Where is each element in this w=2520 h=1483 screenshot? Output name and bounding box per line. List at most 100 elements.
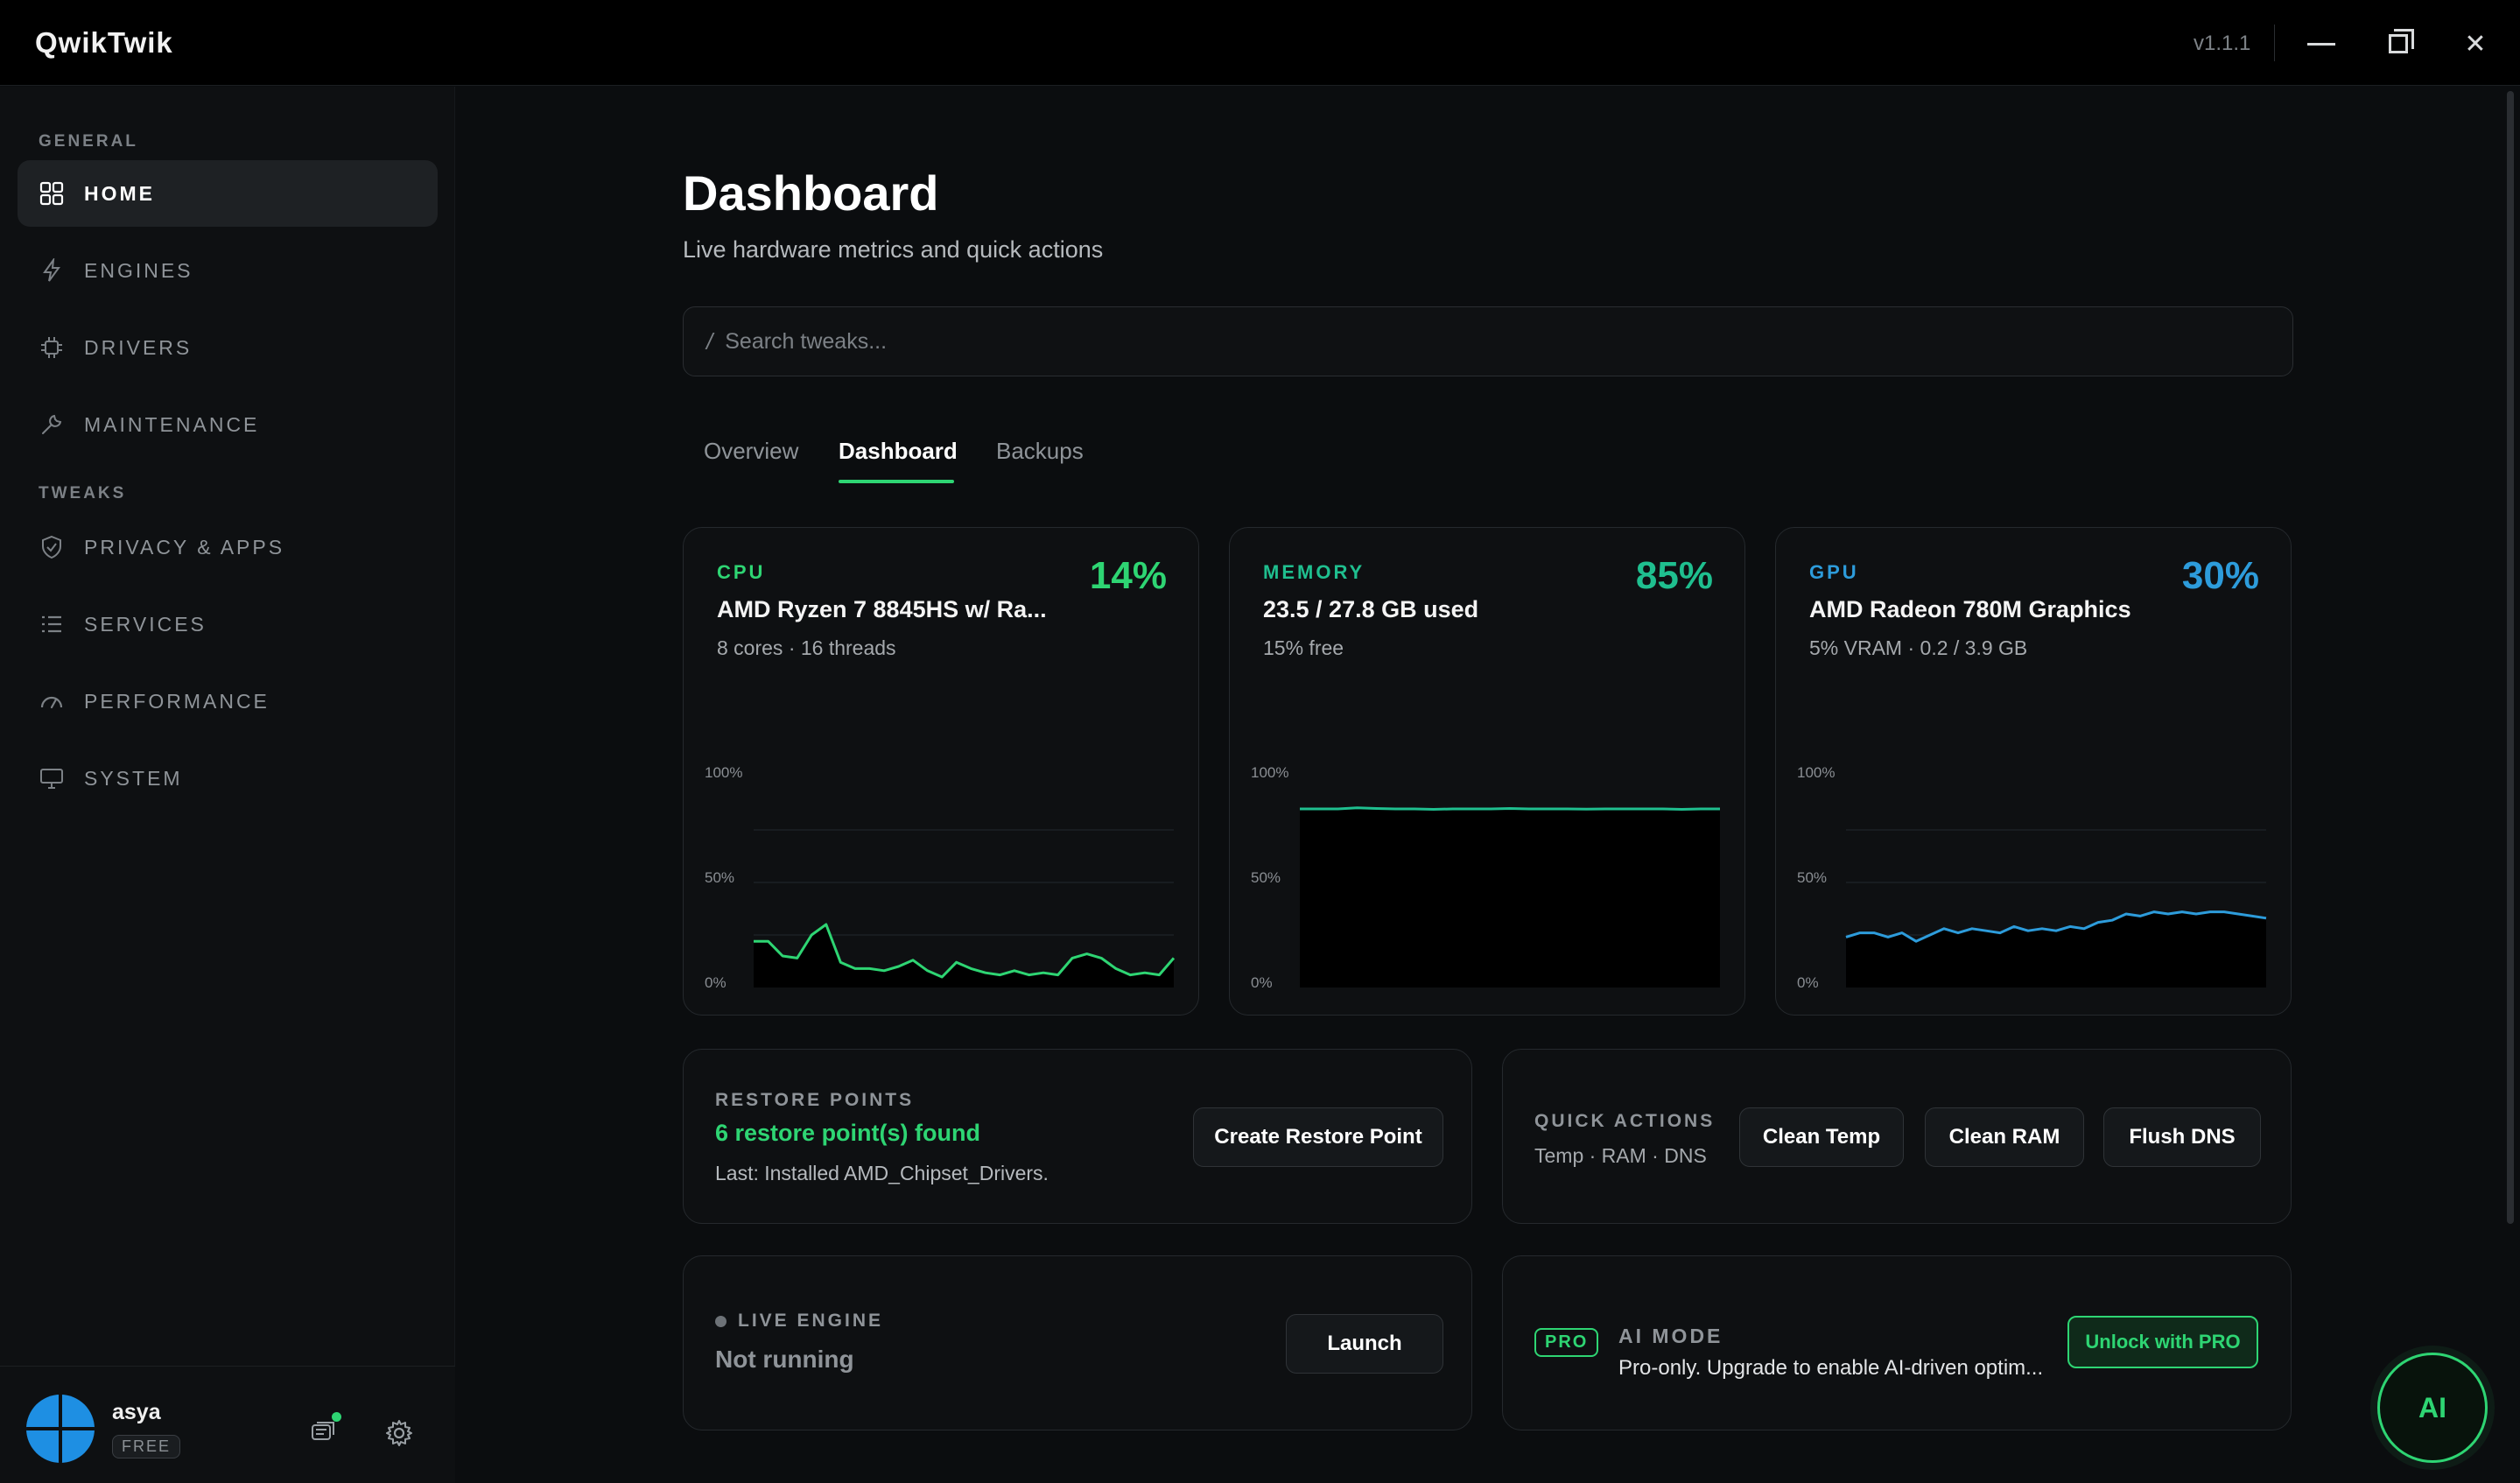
memory-area-fill: [1300, 807, 1720, 987]
sidebar-item-label: ENGINES: [84, 258, 193, 282]
memory-label: MEMORY: [1263, 561, 1365, 583]
sidebar-item-engines[interactable]: ENGINES: [18, 237, 438, 304]
engine-status-dot: [715, 1316, 727, 1327]
unlock-pro-button[interactable]: Unlock with PRO: [2067, 1316, 2258, 1368]
ai-mode-label: AI MODE: [1618, 1325, 1723, 1347]
pro-badge: PRO: [1534, 1328, 1599, 1357]
ai-mode-card: PRO AI MODE Pro-only. Upgrade to enable …: [1502, 1255, 2292, 1430]
sidebar-item-privacy-apps[interactable]: PRIVACY & APPS: [18, 514, 438, 580]
search-box: /: [683, 306, 2293, 376]
cpu-tick-label: 0%: [705, 974, 727, 991]
scrollbar[interactable]: [2507, 91, 2514, 1224]
plan-badge: FREE: [112, 1435, 181, 1458]
list-icon: [39, 611, 65, 637]
settings-button[interactable]: [382, 1416, 417, 1451]
close-icon: ✕: [2464, 29, 2487, 59]
memory-series-line: [1300, 806, 1720, 811]
close-button[interactable]: ✕: [2449, 19, 2502, 68]
ai-assistant-button[interactable]: AI: [2377, 1353, 2488, 1463]
memory-tick-label: 100%: [1251, 764, 1288, 781]
sidebar-item-label: PRIVACY & APPS: [84, 535, 285, 559]
avatar[interactable]: [26, 1395, 95, 1463]
tab-backups[interactable]: Backups: [996, 438, 1084, 464]
memory-tick-label: 0%: [1251, 974, 1273, 991]
cpu-tick-label: 50%: [705, 869, 734, 886]
gpu-name: AMD Radeon 780M Graphics: [1809, 596, 2131, 622]
restore-window-icon: [2389, 29, 2414, 53]
sidebar-item-drivers[interactable]: DRIVERS: [18, 314, 438, 381]
cpu-label: CPU: [717, 561, 766, 583]
user-bar: asya FREE: [0, 1366, 455, 1483]
gpu-area-fill: [1846, 911, 2266, 987]
shield-icon: [39, 534, 65, 560]
page-subtitle: Live hardware metrics and quick actions: [683, 236, 1104, 263]
sidebar-item-label: SERVICES: [84, 612, 207, 636]
cpu-percent: 14%: [1089, 554, 1167, 597]
clean-ram-button[interactable]: Clean RAM: [1925, 1107, 2084, 1167]
quick-actions-sub: Temp · RAM · DNS: [1534, 1144, 1707, 1167]
memory-free: 15% free: [1263, 636, 1344, 659]
gpu-usage-chart: 100% 50% 0%: [1797, 764, 2267, 991]
wrench-icon: [39, 411, 65, 438]
grid-icon: [39, 180, 65, 207]
notification-dot: [332, 1412, 341, 1422]
live-engine-label: LIVE ENGINE: [738, 1311, 884, 1331]
live-engine-card: LIVE ENGINE Not running Launch: [683, 1255, 1472, 1430]
sidebar-item-label: PERFORMANCE: [84, 689, 270, 713]
sidebar-item-label: DRIVERS: [84, 335, 193, 359]
cpu-area-fill: [754, 924, 1174, 987]
lightning-icon: [39, 257, 65, 284]
search-prefix: /: [706, 327, 713, 355]
messages-icon: [312, 1422, 334, 1440]
sidebar-item-home[interactable]: HOME: [18, 160, 438, 227]
gpu-series-line: [1845, 910, 2267, 943]
restore-points-last: Last: Installed AMD_Chipset_Drivers.: [715, 1162, 1049, 1184]
search-input[interactable]: [725, 328, 2214, 355]
sidebar-item-maintenance[interactable]: MAINTENANCE: [18, 391, 438, 458]
tab-overview[interactable]: Overview: [704, 438, 799, 464]
minimize-button[interactable]: [2295, 19, 2348, 68]
launch-engine-button[interactable]: Launch: [1286, 1314, 1443, 1374]
messages-button[interactable]: [306, 1412, 341, 1451]
cpu-tick-label: 100%: [705, 764, 742, 781]
sidebar-item-system[interactable]: SYSTEM: [18, 745, 438, 812]
gpu-tick-label: 50%: [1797, 869, 1827, 886]
maximize-button[interactable]: [2372, 19, 2425, 68]
cpu-details: 8 cores · 16 threads: [717, 636, 896, 659]
memory-percent: 85%: [1635, 554, 1713, 597]
gpu-tick-label: 0%: [1797, 974, 1819, 991]
tab-dashboard[interactable]: Dashboard: [839, 438, 958, 464]
create-restore-point-button[interactable]: Create Restore Point: [1193, 1107, 1443, 1167]
sidebar-item-label: SYSTEM: [84, 766, 183, 790]
gpu-card: GPU 30% AMD Radeon 780M Graphics 5% VRAM…: [1775, 527, 2292, 1016]
restore-points-count: 6 restore point(s) found: [715, 1120, 980, 1146]
ai-mode-description: Pro-only. Upgrade to enable AI-driven op…: [1618, 1356, 2044, 1380]
sidebar-item-performance[interactable]: PERFORMANCE: [18, 668, 438, 734]
clean-temp-button[interactable]: Clean Temp: [1739, 1107, 1904, 1167]
gauge-icon: [39, 688, 65, 714]
cpu-series-line: [754, 923, 1176, 979]
monitor-icon: [39, 765, 65, 791]
quick-actions-label: QUICK ACTIONS: [1534, 1111, 1716, 1131]
cpu-usage-chart: 100% 50% 0%: [705, 764, 1176, 991]
memory-card: MEMORY 85% 23.5 / 27.8 GB used 15% free …: [1229, 527, 1745, 1016]
gear-icon: [386, 1420, 412, 1446]
app-version: v1.1.1: [2194, 32, 2251, 55]
nav-section-general: GENERAL: [39, 132, 138, 151]
minimize-icon: [2307, 42, 2335, 46]
title-bar: QwikTwik v1.1.1 ✕: [0, 0, 2520, 86]
gpu-percent: 30%: [2181, 554, 2259, 597]
restore-points-card: RESTORE POINTS 6 restore point(s) found …: [683, 1049, 1472, 1224]
memory-usage: 23.5 / 27.8 GB used: [1263, 596, 1479, 622]
username: asya: [112, 1400, 161, 1424]
cpu-name: AMD Ryzen 7 8845HS w/ Ra...: [717, 596, 1047, 622]
flush-dns-button[interactable]: Flush DNS: [2103, 1107, 2261, 1167]
chip-icon: [39, 334, 65, 361]
sidebar-item-services[interactable]: SERVICES: [18, 591, 438, 657]
memory-tick-label: 50%: [1251, 869, 1281, 886]
nav-section-tweaks: TWEAKS: [39, 484, 127, 503]
memory-usage-chart: 100% 50% 0%: [1251, 764, 1720, 991]
sidebar-item-label: MAINTENANCE: [84, 412, 260, 436]
restore-points-label: RESTORE POINTS: [715, 1090, 915, 1110]
gpu-label: GPU: [1809, 561, 1859, 583]
